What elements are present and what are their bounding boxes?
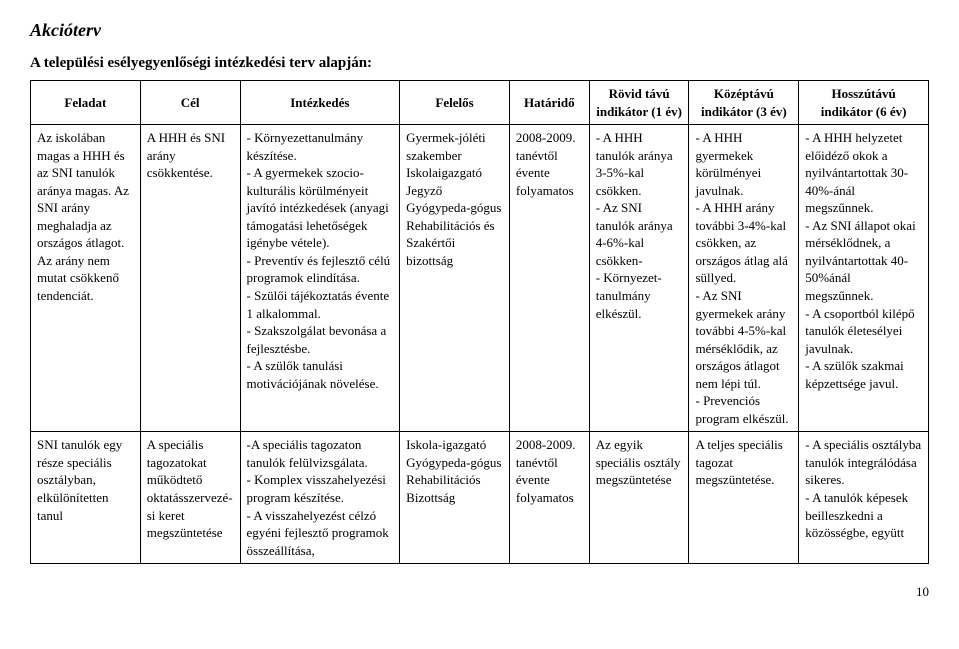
table-row: Az iskolában magas a HHH és az SNI tanul… bbox=[31, 125, 929, 432]
col-hatarido: Határidő bbox=[509, 81, 589, 125]
subtitle: A települési esélyegyenlőségi intézkedés… bbox=[30, 55, 929, 72]
cell-feladat: Az iskolában magas a HHH és az SNI tanul… bbox=[31, 125, 141, 432]
cell-ind1: - A HHH tanulók aránya 3-5%-kal csökken.… bbox=[589, 125, 689, 432]
col-ind6: Hosszútávú indikátor (6 év) bbox=[799, 81, 929, 125]
cell-intezkedes: -A speciális tagozaton tanulók felülvizs… bbox=[240, 432, 400, 564]
col-feladat: Feladat bbox=[31, 81, 141, 125]
action-table: Feladat Cél Intézkedés Felelős Határidő … bbox=[30, 80, 929, 564]
cell-cel: A HHH és SNI arány csökkentése. bbox=[140, 125, 240, 432]
page-number: 10 bbox=[30, 584, 929, 600]
cell-intezkedes: - Környezettanulmány készítése.- A gyerm… bbox=[240, 125, 400, 432]
table-row: SNI tanulók egy része speciális osztályb… bbox=[31, 432, 929, 564]
cell-cel: A speciális tagozatokat működtető oktatá… bbox=[140, 432, 240, 564]
cell-felelos: Iskola-igazgatóGyógypeda-gógusRehabilitá… bbox=[400, 432, 510, 564]
table-header-row: Feladat Cél Intézkedés Felelős Határidő … bbox=[31, 81, 929, 125]
col-felelos: Felelős bbox=[400, 81, 510, 125]
cell-ind3: - A HHH gyermekek körülményei javulnak.-… bbox=[689, 125, 799, 432]
col-intezkedes: Intézkedés bbox=[240, 81, 400, 125]
cell-ind3: A teljes speciális tagozat megszüntetése… bbox=[689, 432, 799, 564]
col-ind1: Rövid távú indikátor (1 év) bbox=[589, 81, 689, 125]
cell-feladat: SNI tanulók egy része speciális osztályb… bbox=[31, 432, 141, 564]
col-cel: Cél bbox=[140, 81, 240, 125]
cell-hatarido: 2008-2009. tanévtől évente folyamatos bbox=[509, 125, 589, 432]
cell-ind6: - A HHH helyzetet előidéző okok a nyilvá… bbox=[799, 125, 929, 432]
col-ind3: Középtávú indikátor (3 év) bbox=[689, 81, 799, 125]
cell-felelos: Gyermek-jóléti szakemberIskolaigazgatóJe… bbox=[400, 125, 510, 432]
page-title: Akcióterv bbox=[30, 20, 929, 41]
cell-ind1: Az egyik speciális osztály megszüntetése bbox=[589, 432, 689, 564]
cell-hatarido: 2008-2009. tanévtől évente folyamatos bbox=[509, 432, 589, 564]
cell-ind6: - A speciális osztályba tanulók integrál… bbox=[799, 432, 929, 564]
